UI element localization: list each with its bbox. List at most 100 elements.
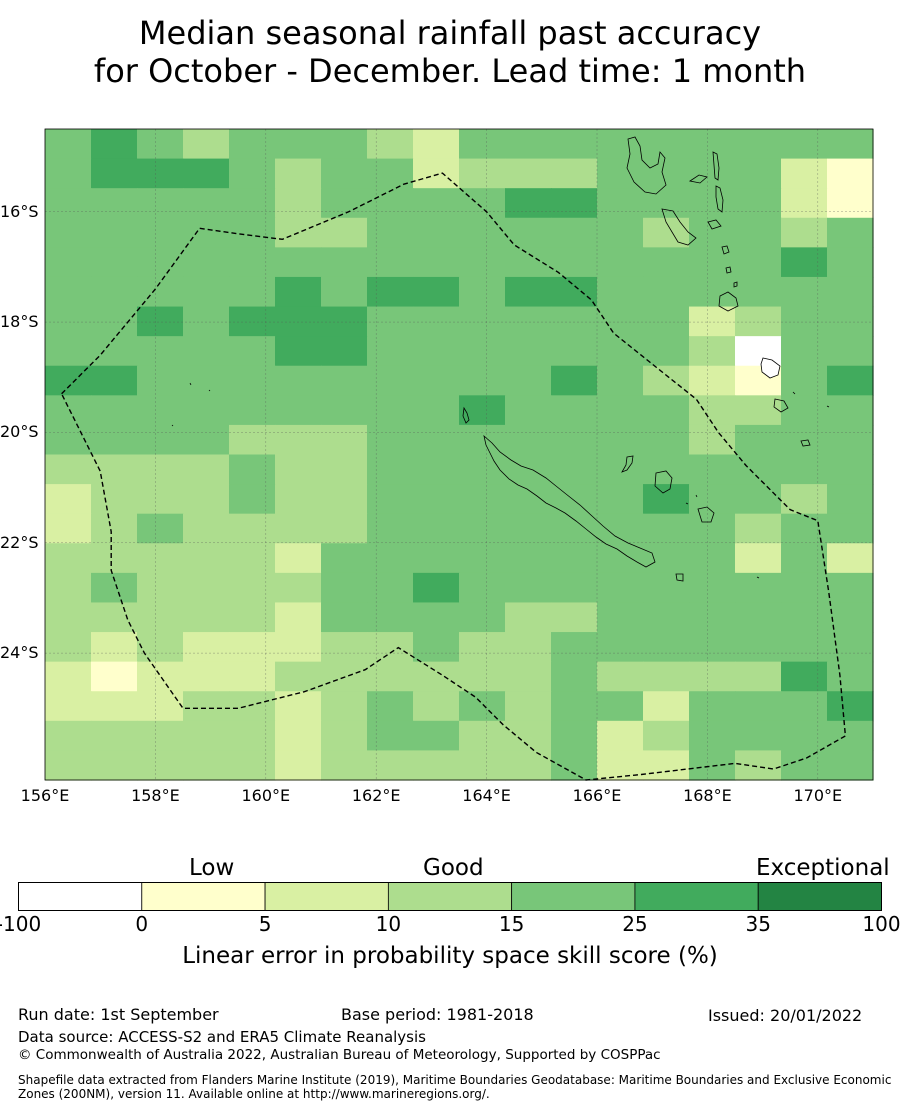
colorbar-tick-label: 0 xyxy=(135,912,149,936)
erromango-island xyxy=(760,357,781,379)
skill-cell xyxy=(689,750,736,781)
skill-cell xyxy=(45,691,92,722)
skill-cell xyxy=(597,661,644,692)
coastlines xyxy=(171,136,830,582)
copyright: © Commonwealth of Australia 2022, Austra… xyxy=(18,1047,661,1063)
colorbar-bin xyxy=(511,882,636,911)
skill-cell xyxy=(183,306,230,337)
skill-cell xyxy=(91,336,138,367)
skill-cell xyxy=(91,158,138,189)
skill-cell xyxy=(367,632,414,663)
skill-cell xyxy=(321,602,368,633)
skill-cell xyxy=(91,602,138,633)
skill-cell xyxy=(735,602,782,633)
skill-cell xyxy=(781,484,828,515)
skill-cell xyxy=(735,513,782,544)
skill-cell xyxy=(505,247,552,278)
map-frame xyxy=(44,128,874,781)
skill-cell xyxy=(505,661,552,692)
skill-cell xyxy=(91,365,138,396)
skill-cell xyxy=(689,691,736,722)
skill-cell xyxy=(137,484,184,515)
base-period: Base period: 1981-2018 xyxy=(341,1005,534,1024)
skill-cell xyxy=(321,750,368,781)
skill-cell xyxy=(45,188,92,219)
skill-cell xyxy=(183,129,230,160)
skill-cell xyxy=(229,602,276,633)
skill-cell xyxy=(781,454,828,485)
skill-cell xyxy=(551,661,598,692)
skill-cell xyxy=(137,513,184,544)
skill-cell xyxy=(597,395,644,426)
skill-cell xyxy=(321,543,368,574)
skill-cell xyxy=(183,720,230,752)
skill-cell xyxy=(45,484,92,515)
skill-cell xyxy=(183,543,230,574)
skill-cell xyxy=(597,602,644,633)
skill-cell xyxy=(275,661,322,692)
skill-cell xyxy=(597,484,644,515)
skill-cell xyxy=(827,188,874,219)
skill-cell xyxy=(551,306,598,337)
category-label-good: Good xyxy=(423,855,484,881)
skill-cell xyxy=(321,513,368,544)
skill-cell xyxy=(45,720,92,752)
colorbar-bin xyxy=(634,882,759,911)
skill-cell xyxy=(459,336,506,367)
skill-cell xyxy=(367,691,414,722)
skill-cell xyxy=(689,306,736,337)
skill-cell xyxy=(183,572,230,604)
skill-cell xyxy=(183,188,230,219)
skill-cell xyxy=(643,158,690,189)
skill-cell xyxy=(689,158,736,189)
skill-cell xyxy=(827,217,874,248)
skill-cell xyxy=(45,454,92,485)
skill-cell xyxy=(551,276,598,308)
skill-cell xyxy=(643,691,690,722)
skill-cell xyxy=(275,572,322,604)
skill-cell xyxy=(91,484,138,515)
skill-cell xyxy=(183,632,230,663)
colorbar-bin xyxy=(387,882,513,911)
skill-cell xyxy=(321,484,368,515)
tanna-island xyxy=(773,398,789,413)
skill-cell xyxy=(827,276,874,308)
skill-cell xyxy=(45,750,92,781)
skill-cell xyxy=(367,188,414,219)
skill-cell xyxy=(689,336,736,367)
skill-cell xyxy=(413,572,460,604)
skill-cell xyxy=(367,395,414,426)
skill-cell xyxy=(781,365,828,396)
skill-cell xyxy=(459,691,506,722)
skill-cell xyxy=(45,217,92,248)
skill-cell xyxy=(229,513,276,544)
skill-map xyxy=(44,128,874,781)
skill-cell xyxy=(183,424,230,456)
skill-cell xyxy=(505,543,552,574)
skill-cell xyxy=(597,454,644,485)
skill-cell xyxy=(91,750,138,781)
run-date: Run date: 1st September xyxy=(18,1005,219,1024)
lifou-island xyxy=(654,470,673,494)
skill-cell xyxy=(91,276,138,308)
skill-cell xyxy=(45,306,92,337)
colorbar-tick-label: 100 xyxy=(862,912,900,936)
eez-boundary xyxy=(60,172,847,781)
skill-cell xyxy=(689,632,736,663)
skill-cell xyxy=(643,306,690,337)
skill-cell xyxy=(229,336,276,367)
skill-cell xyxy=(91,424,138,456)
skill-cell xyxy=(505,691,552,722)
skill-cell xyxy=(689,661,736,692)
chart-title-line-1: Median seasonal rainfall past accuracy xyxy=(138,14,762,52)
skill-cell xyxy=(827,691,874,722)
colorbar-tick-label: 5 xyxy=(258,912,272,936)
skill-cell xyxy=(781,750,828,781)
skill-cell xyxy=(321,158,368,189)
colorbar-bin xyxy=(18,882,143,911)
belep-islands xyxy=(462,406,470,424)
skill-cell xyxy=(367,365,414,396)
skill-cell xyxy=(229,247,276,278)
skill-cell xyxy=(413,632,460,663)
skill-cell xyxy=(183,217,230,248)
